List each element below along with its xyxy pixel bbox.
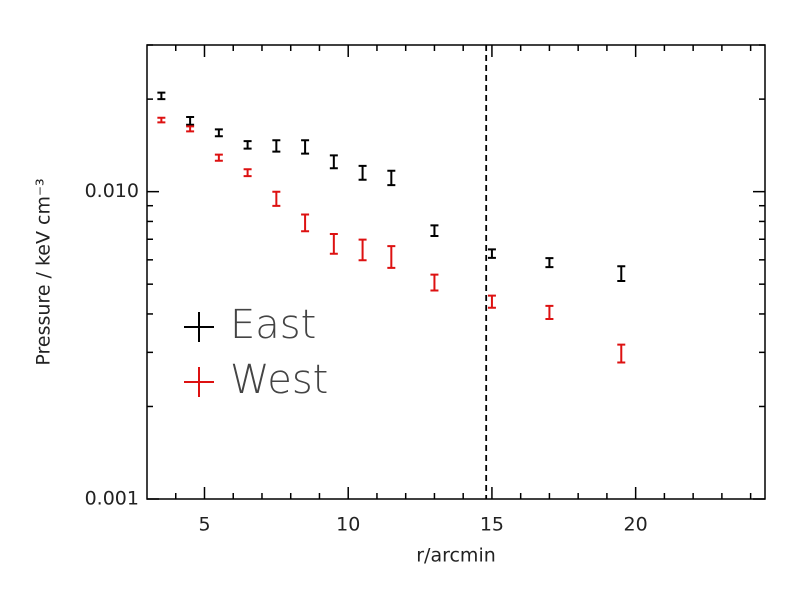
error-bar — [214, 153, 223, 162]
error-bar — [387, 169, 396, 187]
legend-label: East — [230, 302, 316, 348]
error-bar — [243, 140, 252, 150]
error-bar — [243, 168, 252, 178]
error-bar — [329, 233, 338, 255]
y-tick-label: 0.010 — [85, 180, 139, 202]
error-bar — [430, 273, 439, 292]
error-bar — [157, 116, 166, 124]
error-bar — [186, 125, 195, 133]
error-bar — [617, 265, 626, 283]
y-axis-label: Pressure / keV cm⁻³ — [33, 178, 55, 365]
legend-symbol — [184, 367, 214, 397]
error-bar — [617, 343, 626, 364]
error-bar — [301, 139, 310, 155]
error-bar — [387, 245, 396, 269]
error-bar — [358, 238, 367, 262]
plot-frame — [146, 44, 766, 500]
x-tick-label: 20 — [624, 514, 648, 536]
error-bar — [487, 294, 496, 309]
x-tick-label: 15 — [480, 514, 504, 536]
error-bar — [186, 115, 195, 126]
error-bar — [214, 128, 223, 138]
error-bar — [487, 248, 496, 259]
error-bar — [157, 91, 166, 101]
error-bar — [272, 139, 281, 153]
x-tick-label: 5 — [198, 514, 210, 536]
error-bar — [301, 213, 310, 233]
error-bar — [272, 190, 281, 207]
error-bar — [430, 224, 439, 238]
error-bar — [545, 304, 554, 321]
error-bar — [358, 164, 367, 181]
y-tick-label: 0.001 — [85, 488, 139, 510]
legend-symbol — [184, 312, 214, 342]
error-bar — [545, 257, 554, 269]
x-axis-label: r/arcmin — [416, 545, 496, 567]
legend-label: West — [230, 357, 328, 403]
error-bar — [329, 154, 338, 170]
x-tick-label: 10 — [336, 514, 360, 536]
